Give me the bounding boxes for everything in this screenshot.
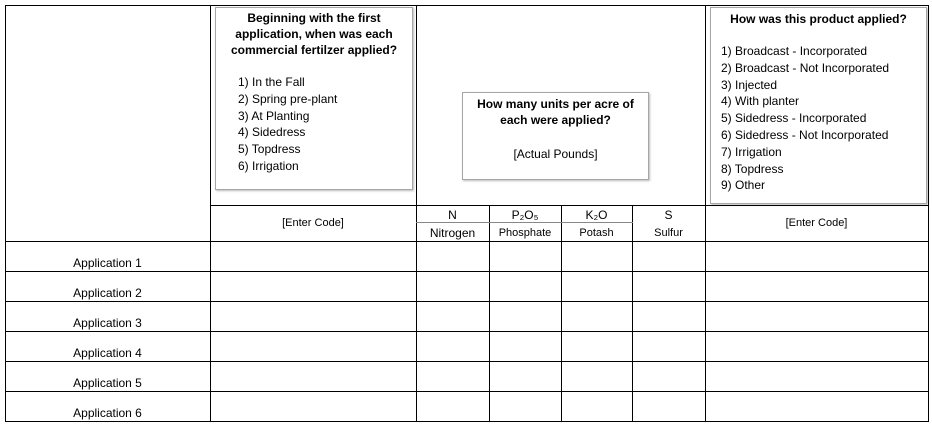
option: 6) Sidedress - Not Incorporated: [721, 127, 889, 142]
grid-line: [928, 5, 929, 422]
option: 3) Injected: [721, 77, 778, 92]
column-header: [Enter Code]: [785, 217, 848, 229]
option-list: 1) Broadcast - Incorporated 2) Broadcast …: [721, 43, 889, 194]
question-title: How was this product applied?: [730, 12, 907, 26]
nutrient-name: Nitrogen: [429, 226, 476, 240]
row-label: Application 3: [73, 316, 142, 330]
grid-line: [561, 205, 562, 422]
grid-line: [632, 205, 633, 422]
option-list: 1) In the Fall 2) Spring pre-plant 3) At P…: [238, 74, 337, 175]
option: 4) Sidedress: [238, 125, 306, 140]
grid-line: [5, 5, 6, 422]
nutrient-symbol: K₂O: [585, 208, 608, 222]
nutrient-name: Potash: [579, 227, 614, 239]
grid-line: [416, 5, 417, 422]
grid-line: [705, 5, 706, 422]
option: 2) Spring pre-plant: [238, 91, 338, 106]
option: 1) Broadcast - Incorporated: [721, 44, 868, 58]
option: 9) Other: [721, 178, 766, 193]
option: 6) Irrigation: [238, 158, 299, 173]
grid-line: [5, 5, 929, 6]
question-title: How many units per acre of each were app…: [477, 97, 634, 127]
option: 7) Irrigation: [721, 144, 782, 159]
option: 5) Topdress: [238, 142, 301, 157]
row-label: Application 6: [73, 406, 142, 420]
option: 3) At Planting: [238, 108, 310, 123]
grid-line: [5, 301, 929, 302]
grid-line: [5, 361, 929, 362]
option: 2) Broadcast - Not Incorporated: [721, 60, 890, 75]
note: [Actual Pounds]: [513, 147, 598, 161]
grid-line: [5, 421, 929, 422]
question-box: How many units per acre of each were app…: [462, 92, 649, 180]
question-box: Beginning with the first application, wh…: [215, 7, 413, 190]
row-label: Application 1: [73, 256, 142, 270]
option: 5) Sidedress - Incorporated: [721, 111, 867, 126]
nutrient-name: Sulfur: [654, 227, 683, 239]
grid-line: [416, 222, 633, 223]
nutrient-symbol: P₂O₅: [511, 208, 539, 222]
nutrient-name: Phosphate: [498, 227, 552, 239]
grid-line: [5, 271, 929, 272]
question-box: How was this product applied? 1) Broadca…: [710, 7, 927, 204]
nutrient-symbol: S: [664, 208, 673, 222]
row-label: Application 5: [73, 376, 142, 390]
question-title: Beginning with the first application, wh…: [230, 11, 398, 57]
row-label: Application 2: [73, 286, 142, 300]
nutrient-symbol: N: [448, 208, 457, 222]
grid-line: [5, 331, 929, 332]
option: 8) Topdress: [721, 161, 784, 176]
grid-line: [210, 205, 929, 206]
grid-line: [210, 5, 211, 422]
option: 1) In the Fall: [238, 75, 305, 89]
grid-line: [489, 205, 490, 422]
column-header: [Enter Code]: [282, 217, 344, 229]
option: 4) With planter: [721, 94, 800, 109]
grid-line: [5, 391, 929, 392]
grid-line: [5, 241, 929, 242]
row-label: Application 4: [73, 346, 142, 360]
